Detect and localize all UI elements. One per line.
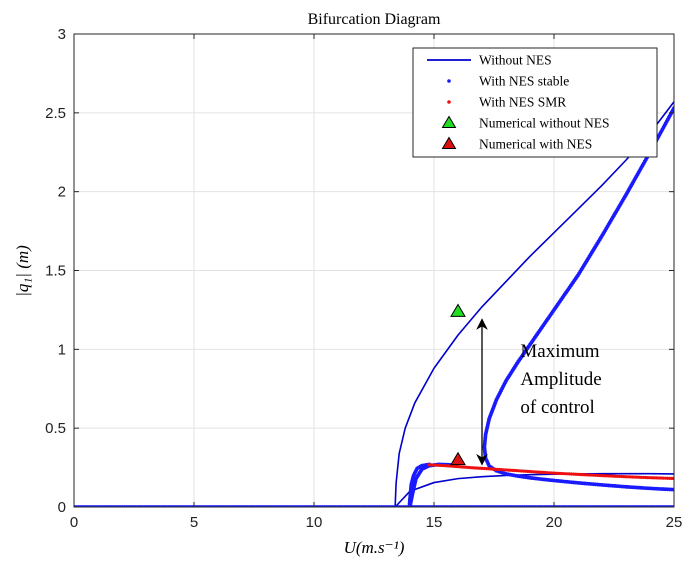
y-tick-label: 0: [58, 499, 66, 516]
legend-swatch: [441, 115, 457, 129]
y-tick-label: 2: [58, 184, 66, 201]
legend-label: Numerical without NES: [479, 116, 609, 131]
chart-title: Bifurcation Diagram: [308, 11, 441, 28]
plot-area: [74, 101, 674, 507]
annotation-line: of control: [520, 397, 594, 418]
with-nes-smr-branch-0: [427, 463, 674, 481]
series-numerical-with-nes: [450, 451, 466, 466]
numerical-without-nes-marker: [450, 303, 466, 317]
y-tick-label: 1: [58, 341, 66, 358]
x-tick-label: 0: [70, 514, 78, 531]
legend-box: [412, 47, 658, 158]
annotation-line: Maximum: [520, 341, 599, 362]
series-without-nes: [74, 101, 674, 507]
y-tick-label: 1.5: [45, 263, 66, 280]
legend-label: With NES SMR: [479, 95, 566, 110]
legend-item-with-nes-stable: With NES stable: [447, 74, 569, 89]
without-nes-branch-2: [394, 472, 674, 507]
series-numerical-without-nes: [450, 303, 466, 317]
y-axis-label: |q₁| (m): [13, 245, 32, 297]
x-axis-ticks: 0 5 10 15 20 25: [70, 34, 683, 531]
y-axis-ticks: 0 0.5 1 1.5 2 2.5 3: [45, 26, 674, 516]
legend-swatch: [447, 100, 451, 104]
x-axis-label: U(m.s⁻¹): [344, 538, 405, 557]
grid: [73, 33, 675, 508]
legend-label: With NES stable: [479, 74, 569, 89]
x-tick-label: 20: [546, 514, 563, 531]
x-tick-label: 10: [306, 514, 323, 531]
legend: Without NES With NES stable With NES SMR Nu…: [412, 47, 658, 158]
legend-label: Without NES: [479, 53, 552, 68]
series-layer: [74, 101, 674, 507]
x-tick-label: 25: [666, 514, 683, 531]
x-tick-label: 15: [426, 514, 443, 531]
legend-swatch: [441, 136, 457, 150]
legend-item-without-nes: Without NES: [427, 53, 552, 68]
legend-swatch: [447, 79, 451, 83]
series-with-nes-smr: [427, 463, 674, 481]
y-tick-label: 3: [58, 26, 66, 43]
legend-item-numerical-without-nes: Numerical without NES: [441, 115, 609, 131]
annotations: Maximum Amplitude of control: [476, 318, 602, 466]
legend-item-with-nes-smr: With NES SMR: [447, 95, 566, 110]
y-tick-label: 2.5: [45, 105, 66, 122]
legend-item-numerical-with-nes: Numerical with NES: [441, 136, 592, 152]
legend-label: Numerical with NES: [479, 137, 592, 152]
annotation-line: Amplitude: [520, 369, 601, 390]
x-tick-label: 5: [190, 514, 198, 531]
y-tick-label: 0.5: [45, 420, 66, 437]
numerical-with-nes-marker: [450, 451, 466, 466]
without-nes-branch-1: [394, 101, 674, 507]
